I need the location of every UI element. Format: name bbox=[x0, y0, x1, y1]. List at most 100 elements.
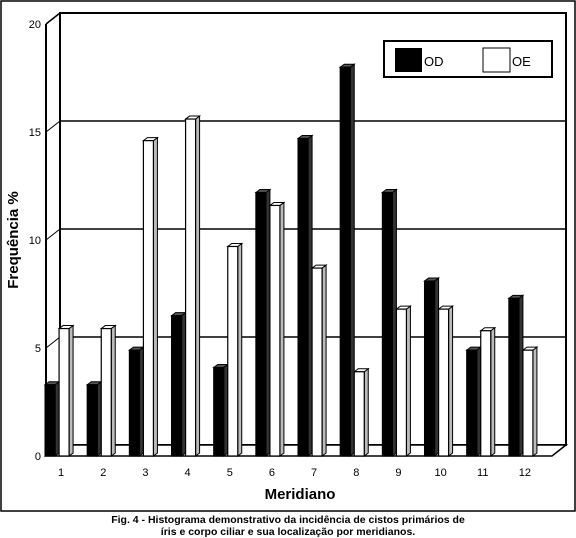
bar-oe bbox=[99, 324, 117, 457]
bar-front bbox=[58, 327, 70, 457]
bar-front bbox=[128, 349, 141, 457]
bar-oe bbox=[57, 324, 75, 457]
legend: OD OE bbox=[383, 40, 553, 78]
bar-oe bbox=[184, 115, 202, 457]
bar-side bbox=[391, 188, 397, 457]
x-tick-label: 10 bbox=[434, 467, 446, 479]
bar-side bbox=[363, 367, 369, 457]
bar-oe bbox=[394, 305, 412, 457]
bar-oe bbox=[521, 346, 539, 457]
x-tick-label: 12 bbox=[519, 467, 531, 479]
bar-od bbox=[85, 380, 103, 457]
bar-front bbox=[255, 191, 267, 457]
bar-oe bbox=[310, 264, 328, 457]
bar-front bbox=[86, 384, 98, 457]
bar-side bbox=[490, 326, 496, 457]
bar-front bbox=[297, 137, 309, 457]
figure-caption: Fig. 4 - Histograma demonstrativo da inc… bbox=[0, 514, 576, 538]
bar-front bbox=[480, 330, 492, 457]
bar-oe bbox=[226, 242, 244, 457]
bar-oe bbox=[437, 305, 455, 457]
x-tick-label: 2 bbox=[100, 467, 106, 479]
bar-front bbox=[227, 245, 239, 457]
y-tick-label: 20 bbox=[29, 19, 41, 31]
y-tick-label: 5 bbox=[35, 343, 41, 355]
bar-front bbox=[423, 280, 436, 457]
legend-label-oe: OE bbox=[512, 54, 531, 69]
bar-front bbox=[381, 191, 394, 457]
legend-label-od: OD bbox=[424, 54, 444, 69]
bar-side bbox=[349, 63, 355, 457]
x-tick-label: 7 bbox=[311, 467, 317, 479]
bar-od bbox=[423, 277, 441, 457]
y-tick-label: 0 bbox=[35, 451, 41, 463]
y-axis-label: Frequência % bbox=[5, 191, 22, 289]
caption-line-2: íris e corpo ciliar e sua localização po… bbox=[160, 526, 416, 538]
bar-od bbox=[338, 63, 356, 457]
bar-od bbox=[170, 311, 188, 457]
bar-od bbox=[296, 134, 314, 457]
bar-front bbox=[522, 349, 534, 457]
gridline-side bbox=[45, 120, 61, 133]
bar-oe bbox=[479, 326, 497, 457]
x-tick-label: 9 bbox=[395, 467, 401, 479]
bar-side bbox=[448, 305, 454, 457]
legend-swatch-oe bbox=[482, 47, 511, 73]
bar-od bbox=[507, 294, 525, 457]
x-tick-label: 8 bbox=[353, 467, 359, 479]
gridline-side bbox=[45, 336, 61, 349]
bar-front bbox=[395, 308, 408, 457]
legend-swatch-od bbox=[395, 48, 422, 72]
x-tick-label: 1 bbox=[58, 467, 64, 479]
x-tick-label: 4 bbox=[185, 467, 191, 479]
bar-front bbox=[170, 315, 183, 457]
bar-od bbox=[43, 380, 61, 457]
bar-oe bbox=[268, 201, 286, 457]
bar-side bbox=[68, 324, 74, 457]
bar-oe bbox=[352, 367, 370, 457]
y-tick-label: 15 bbox=[29, 127, 41, 139]
bar-front bbox=[142, 140, 155, 457]
bar-od bbox=[380, 188, 398, 457]
bar-side bbox=[152, 136, 158, 457]
x-tick-label: 5 bbox=[227, 467, 233, 479]
bar-front bbox=[353, 371, 365, 457]
x-tick-labels: 1 2 3 4 5 6 7 8 9 10 11 12 bbox=[58, 467, 531, 479]
bar-side bbox=[138, 346, 144, 457]
bars bbox=[43, 63, 539, 457]
bar-side bbox=[195, 115, 201, 457]
bar-oe bbox=[141, 136, 159, 457]
bar-front bbox=[184, 118, 197, 457]
bar-side bbox=[434, 277, 440, 457]
x-tick-label: 3 bbox=[142, 467, 148, 479]
bar-od bbox=[254, 188, 272, 457]
bar-side bbox=[307, 134, 313, 457]
bar-side bbox=[181, 311, 187, 457]
bar-side bbox=[321, 264, 327, 457]
chart-border bbox=[0, 0, 576, 512]
bar-od bbox=[465, 346, 483, 457]
gridline-side bbox=[45, 228, 61, 241]
bar-side bbox=[223, 363, 229, 457]
bar-front bbox=[466, 349, 478, 457]
bar-od bbox=[212, 363, 230, 457]
bar-front bbox=[213, 366, 225, 457]
y-tick-labels: 0 5 10 15 20 bbox=[29, 19, 41, 463]
bar-front bbox=[339, 66, 351, 457]
axis-left-top bbox=[45, 12, 61, 25]
x-tick-label: 11 bbox=[477, 467, 488, 479]
bar-front bbox=[437, 308, 450, 457]
bar-side bbox=[237, 242, 243, 457]
x-tick-label: 6 bbox=[269, 467, 275, 479]
bar-front bbox=[44, 384, 56, 457]
bar-side bbox=[405, 305, 411, 457]
bar-front bbox=[100, 327, 112, 457]
bar-front bbox=[508, 297, 520, 457]
x-axis-label: Meridiano bbox=[265, 486, 336, 503]
bar-side bbox=[279, 201, 285, 457]
bar-side bbox=[476, 346, 482, 457]
bar-od bbox=[127, 346, 145, 457]
caption-line-1: Fig. 4 - Histograma demonstrativo da inc… bbox=[111, 514, 465, 526]
